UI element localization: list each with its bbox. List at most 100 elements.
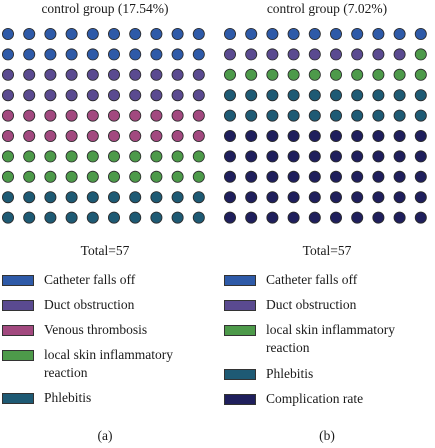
waffle-dot-catheter-falls-off	[108, 48, 121, 61]
waffle-dot-venous-thrombosis	[65, 109, 78, 122]
legend-swatch	[2, 300, 34, 311]
waffle-dot-complication-rate	[351, 170, 364, 183]
waffle-dot-phlebitis	[266, 89, 279, 102]
waffle-dot-complication-rate	[393, 130, 406, 143]
waffle-dot-venous-thrombosis	[108, 109, 121, 122]
waffle-dot-venous-thrombosis	[171, 109, 184, 122]
waffle-dot-duct-obstruction	[23, 89, 36, 102]
waffle-dot-local-skin-inflammatory-reaction	[23, 150, 36, 163]
legend-swatch	[2, 393, 34, 404]
waffle-dot-venous-thrombosis	[23, 130, 36, 143]
waffle-dot-phlebitis	[150, 191, 163, 204]
waffle-dot-venous-thrombosis	[108, 130, 121, 143]
waffle-dot-duct-obstruction	[245, 48, 258, 61]
waffle-dot-local-skin-inflammatory-reaction	[266, 68, 279, 81]
waffle-dot-phlebitis	[224, 89, 236, 102]
waffle-dot-catheter-falls-off	[245, 27, 258, 40]
waffle-dot-phlebitis	[65, 211, 78, 224]
waffle-dot-duct-obstruction	[23, 68, 36, 81]
waffle-dot-duct-obstruction	[2, 68, 14, 81]
waffle-dot-phlebitis	[224, 109, 236, 122]
waffle-dot-complication-rate	[245, 130, 258, 143]
waffle-dot-local-skin-inflammatory-reaction	[245, 68, 258, 81]
waffle-dot-duct-obstruction	[65, 89, 78, 102]
waffle-dot-local-skin-inflammatory-reaction	[23, 170, 36, 183]
waffle-dot-phlebitis	[245, 89, 258, 102]
panel-b: control group (7.02%) Total=57 Catheter …	[222, 0, 432, 448]
waffle-dot-complication-rate	[330, 130, 343, 143]
waffle-dot-local-skin-inflammatory-reaction	[287, 68, 300, 81]
waffle-dot-catheter-falls-off	[86, 48, 99, 61]
waffle-dot-complication-rate	[308, 211, 321, 224]
waffle-dot-duct-obstruction	[372, 48, 385, 61]
waffle-dot-complication-rate	[266, 170, 279, 183]
waffle-dot-duct-obstruction	[129, 68, 142, 81]
waffle-dot-local-skin-inflammatory-reaction	[2, 170, 14, 183]
waffle-dot-complication-rate	[393, 150, 406, 163]
waffle-dot-duct-obstruction	[192, 68, 205, 81]
legend-label: Catheter falls off	[44, 272, 136, 287]
waffle-dot-duct-obstruction	[108, 89, 121, 102]
waffle-dot-duct-obstruction	[393, 48, 406, 61]
waffle-dot-phlebitis	[351, 109, 364, 122]
waffle-dot-venous-thrombosis	[65, 130, 78, 143]
waffle-dot-venous-thrombosis	[150, 109, 163, 122]
waffle-dot-duct-obstruction	[171, 89, 184, 102]
waffle-dot-local-skin-inflammatory-reaction	[372, 68, 385, 81]
legend-swatch	[2, 350, 34, 361]
waffle-dot-local-skin-inflammatory-reaction	[414, 48, 427, 61]
waffle-dot-duct-obstruction	[171, 68, 184, 81]
waffle-dot-venous-thrombosis	[44, 130, 57, 143]
chart-title-a: control group (17.54%)	[41, 1, 169, 16]
waffle-dot-phlebitis	[86, 191, 99, 204]
waffle-dot-complication-rate	[266, 130, 279, 143]
waffle-dot-catheter-falls-off	[372, 27, 385, 40]
legend-label: Catheter falls off	[266, 272, 358, 287]
waffle-dot-phlebitis	[171, 191, 184, 204]
legend-label: Duct obstruction	[44, 297, 135, 312]
waffle-dot-catheter-falls-off	[65, 48, 78, 61]
waffle-dot-local-skin-inflammatory-reaction	[44, 150, 57, 163]
legend-swatch	[224, 300, 256, 311]
waffle-dot-phlebitis	[129, 191, 142, 204]
legend-swatch	[224, 325, 256, 336]
waffle-dot-catheter-falls-off	[44, 48, 57, 61]
waffle-dot-duct-obstruction	[308, 48, 321, 61]
waffle-dot-phlebitis	[330, 109, 343, 122]
waffle-dot-phlebitis	[44, 191, 57, 204]
waffle-dot-complication-rate	[287, 211, 300, 224]
waffle-dot-local-skin-inflammatory-reaction	[414, 68, 427, 81]
waffle-dot-local-skin-inflammatory-reaction	[65, 170, 78, 183]
waffle-dot-phlebitis	[393, 89, 406, 102]
legend-label: Venous thrombosis	[44, 322, 148, 337]
waffle-dot-venous-thrombosis	[192, 109, 205, 122]
waffle-dot-complication-rate	[266, 150, 279, 163]
waffle-dot-duct-obstruction	[266, 48, 279, 61]
waffle-dot-local-skin-inflammatory-reaction	[224, 68, 236, 81]
waffle-dot-venous-thrombosis	[171, 130, 184, 143]
legend-label: local skin inflammatory reaction	[266, 322, 395, 355]
waffle-dot-phlebitis	[266, 109, 279, 122]
waffle-dot-phlebitis	[192, 211, 205, 224]
waffle-dot-complication-rate	[245, 150, 258, 163]
waffle-dot-complication-rate	[372, 130, 385, 143]
waffle-dot-phlebitis	[23, 211, 36, 224]
waffle-dot-complication-rate	[330, 191, 343, 204]
waffle-dot-local-skin-inflammatory-reaction	[108, 150, 121, 163]
legend-swatch	[2, 325, 34, 336]
waffle-dot-duct-obstruction	[129, 89, 142, 102]
legend-label: Duct obstruction	[266, 297, 357, 312]
waffle-dot-duct-obstruction	[224, 48, 236, 61]
waffle-dot-complication-rate	[287, 170, 300, 183]
waffle-dot-catheter-falls-off	[330, 27, 343, 40]
waffle-dot-local-skin-inflammatory-reaction	[171, 150, 184, 163]
waffle-dot-complication-rate	[330, 211, 343, 224]
waffle-dot-complication-rate	[414, 130, 427, 143]
waffle-dot-complication-rate	[266, 191, 279, 204]
waffle-dot-catheter-falls-off	[2, 48, 14, 61]
legend-swatch	[2, 275, 34, 286]
waffle-dot-complication-rate	[308, 130, 321, 143]
waffle-dot-complication-rate	[308, 170, 321, 183]
waffle-dot-complication-rate	[414, 211, 427, 224]
waffle-dot-duct-obstruction	[351, 48, 364, 61]
